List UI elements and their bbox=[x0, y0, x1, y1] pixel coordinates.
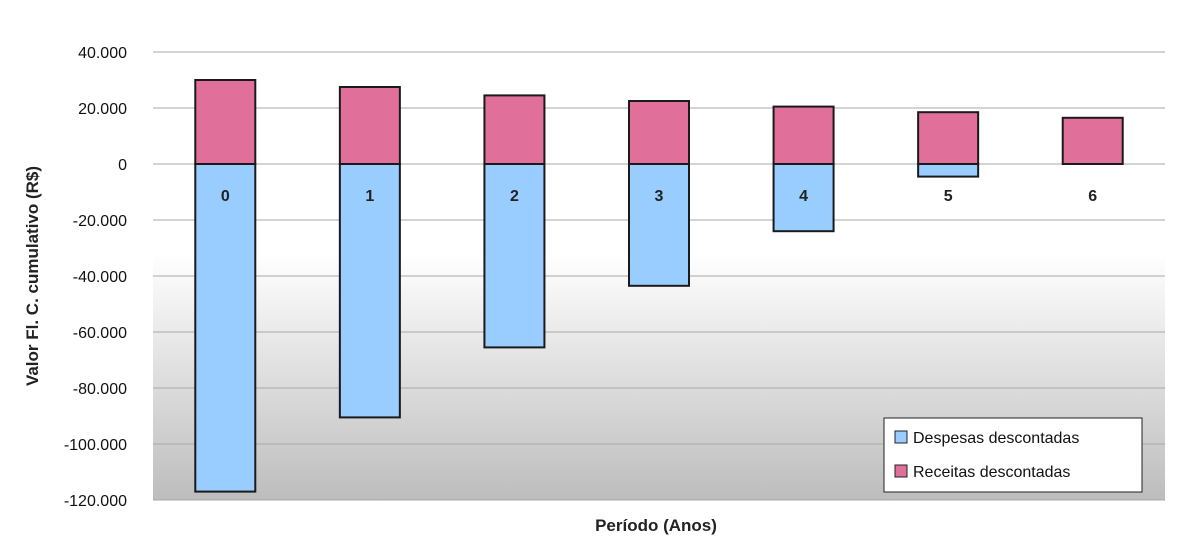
y-tick-label: -120.000 bbox=[64, 493, 127, 510]
x-category-label: 5 bbox=[944, 188, 953, 205]
legend-box bbox=[883, 417, 1143, 493]
y-tick-label: -80.000 bbox=[73, 381, 127, 398]
x-category-label: 6 bbox=[1088, 188, 1097, 205]
x-category-label: 1 bbox=[365, 188, 374, 205]
bar bbox=[338, 86, 401, 165]
x-category-label: 4 bbox=[799, 188, 808, 205]
y-tick-label: -40.000 bbox=[73, 269, 127, 286]
y-axis-title: Valor Fl. C. cumulativo (R$) bbox=[23, 166, 42, 386]
x-category-label: 0 bbox=[221, 188, 230, 205]
bar bbox=[917, 163, 980, 178]
y-tick-label: -100.000 bbox=[64, 437, 127, 454]
category-labels: 0 1 2 3 4 5 6 bbox=[221, 188, 1097, 205]
y-tick-label: -20.000 bbox=[73, 213, 127, 230]
y-tick-label: 20.000 bbox=[78, 101, 127, 118]
bar bbox=[917, 111, 980, 165]
y-tick-label: -60.000 bbox=[73, 325, 127, 342]
bar bbox=[483, 94, 546, 165]
x-axis-title: Período (Anos) bbox=[595, 516, 717, 535]
bar bbox=[628, 163, 690, 287]
legend: Despesas descontadas Receitas descontada… bbox=[883, 417, 1143, 493]
bar bbox=[772, 105, 835, 165]
bar bbox=[628, 100, 690, 165]
bars bbox=[194, 79, 1124, 493]
bar bbox=[194, 79, 257, 165]
x-category-label: 2 bbox=[510, 188, 519, 205]
legend-label-receitas: Receitas descontadas bbox=[913, 464, 1070, 481]
bar bbox=[483, 163, 546, 349]
bar bbox=[1061, 116, 1124, 166]
legend-label-despesas: Despesas descontadas bbox=[913, 430, 1079, 447]
legend-swatch-despesas bbox=[894, 430, 908, 444]
y-tick-label: 40.000 bbox=[78, 45, 127, 62]
legend-swatch-receitas bbox=[894, 464, 908, 478]
x-category-label: 3 bbox=[655, 188, 664, 205]
y-tick-label: 0 bbox=[118, 157, 127, 174]
y-axis-ticks: 40.000 20.000 0 -20.000 -40.000 -60.000 -80.00… bbox=[64, 45, 127, 510]
bar bbox=[194, 163, 257, 493]
